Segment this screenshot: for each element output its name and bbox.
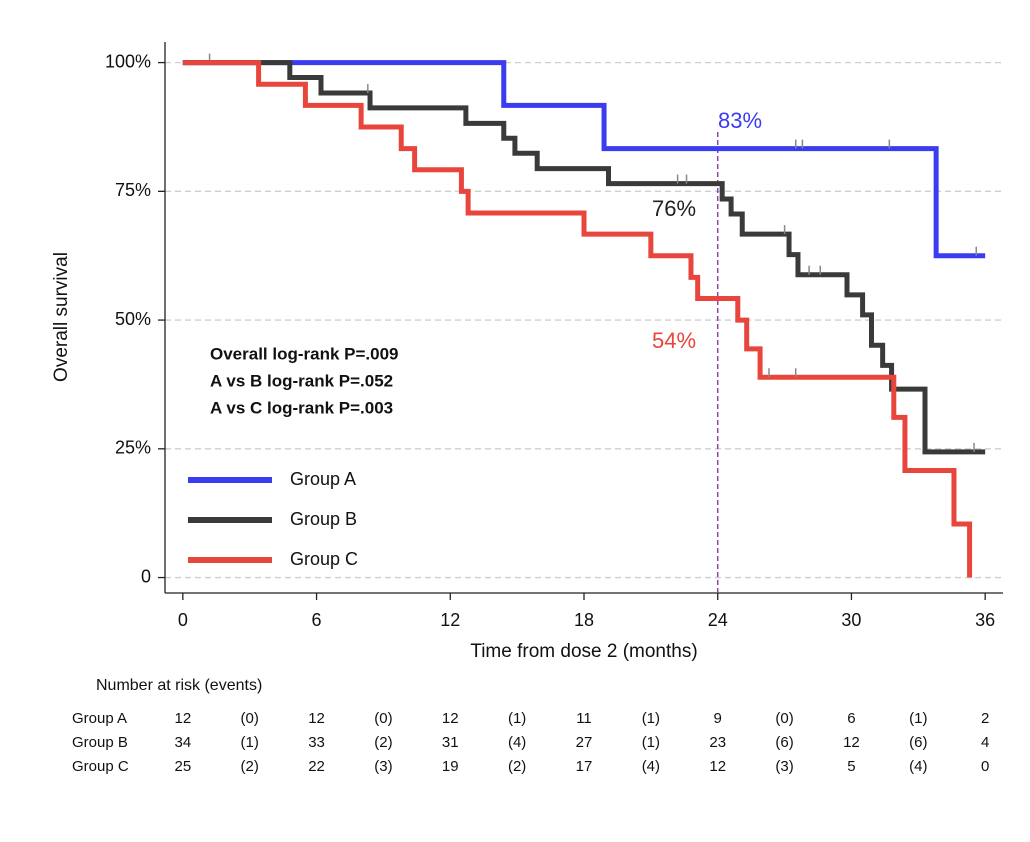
risk-cell: (1) [508, 710, 526, 727]
y-tick-label: 25% [115, 438, 151, 458]
legend-label: Group C [290, 549, 358, 569]
risk-cell: 23 [709, 734, 726, 751]
risk-cell: 9 [714, 710, 722, 727]
risk-cell: (3) [374, 758, 392, 775]
risk-cell: 2 [981, 710, 989, 727]
risk-cell: 25 [174, 758, 191, 775]
x-tick-label: 36 [975, 610, 995, 630]
risk-cell: 27 [576, 734, 593, 751]
risk-cell: (1) [642, 734, 660, 751]
risk-cell: (1) [642, 710, 660, 727]
risk-cell: (0) [374, 710, 392, 727]
y-tick-label: 50% [115, 309, 151, 329]
risk-cell: (3) [775, 758, 793, 775]
risk-cell: (2) [374, 734, 392, 751]
legend-label: Group B [290, 509, 357, 529]
risk-cell: 6 [847, 710, 855, 727]
risk-cell: 22 [308, 758, 325, 775]
risk-cell: 34 [174, 734, 191, 751]
risk-cell: 12 [442, 710, 459, 727]
stat-note: A vs C log-rank P=.003 [210, 398, 393, 417]
x-axis-title: Time from dose 2 (months) [470, 641, 697, 662]
risk-cell: (0) [241, 710, 259, 727]
risk-cell: (1) [909, 710, 927, 727]
x-tick-label: 6 [312, 610, 322, 630]
risk-cell: 12 [174, 710, 191, 727]
annotation: 76% [652, 196, 696, 221]
annotation: 83% [718, 108, 762, 133]
risk-cell: (4) [508, 734, 526, 751]
survival-curve [182, 60, 973, 578]
x-tick-label: 24 [708, 610, 728, 630]
risk-table-title: Number at risk (events) [96, 677, 262, 694]
x-tick-label: 12 [440, 610, 460, 630]
y-tick-label: 0 [141, 566, 151, 586]
risk-cell: (4) [642, 758, 660, 775]
risk-row-label: Group C [72, 758, 129, 775]
risk-cell: (6) [775, 734, 793, 751]
risk-cell: (2) [508, 758, 526, 775]
risk-row-label: Group A [72, 710, 127, 727]
risk-cell: 33 [308, 734, 325, 751]
risk-cell: (1) [241, 734, 259, 751]
x-tick-label: 30 [841, 610, 861, 630]
risk-cell: 11 [576, 710, 592, 727]
risk-cell: 12 [843, 734, 860, 751]
risk-cell: 0 [981, 758, 989, 775]
risk-cell: (6) [909, 734, 927, 751]
risk-row-label: Group B [72, 734, 128, 751]
risk-cell: (4) [909, 758, 927, 775]
risk-cell: 12 [709, 758, 726, 775]
risk-cell: 17 [576, 758, 593, 775]
risk-cell: 31 [442, 734, 459, 751]
y-axis-title: Overall survival [51, 252, 72, 382]
y-tick-label: 75% [115, 180, 151, 200]
x-tick-label: 0 [178, 610, 188, 630]
annotation: 54% [652, 328, 696, 353]
risk-cell: 19 [442, 758, 459, 775]
risk-cell: (2) [241, 758, 259, 775]
stat-note: A vs B log-rank P=.052 [210, 371, 393, 390]
risk-cell: 5 [847, 758, 855, 775]
survival-curve [182, 60, 986, 455]
risk-cell: 4 [981, 734, 989, 751]
legend-label: Group A [290, 469, 356, 489]
risk-cell: (0) [775, 710, 793, 727]
y-tick-label: 100% [105, 51, 151, 71]
stat-note: Overall log-rank P=.009 [210, 344, 399, 363]
survival-curve [182, 60, 986, 259]
risk-cell: 12 [308, 710, 325, 727]
x-tick-label: 18 [574, 610, 594, 630]
